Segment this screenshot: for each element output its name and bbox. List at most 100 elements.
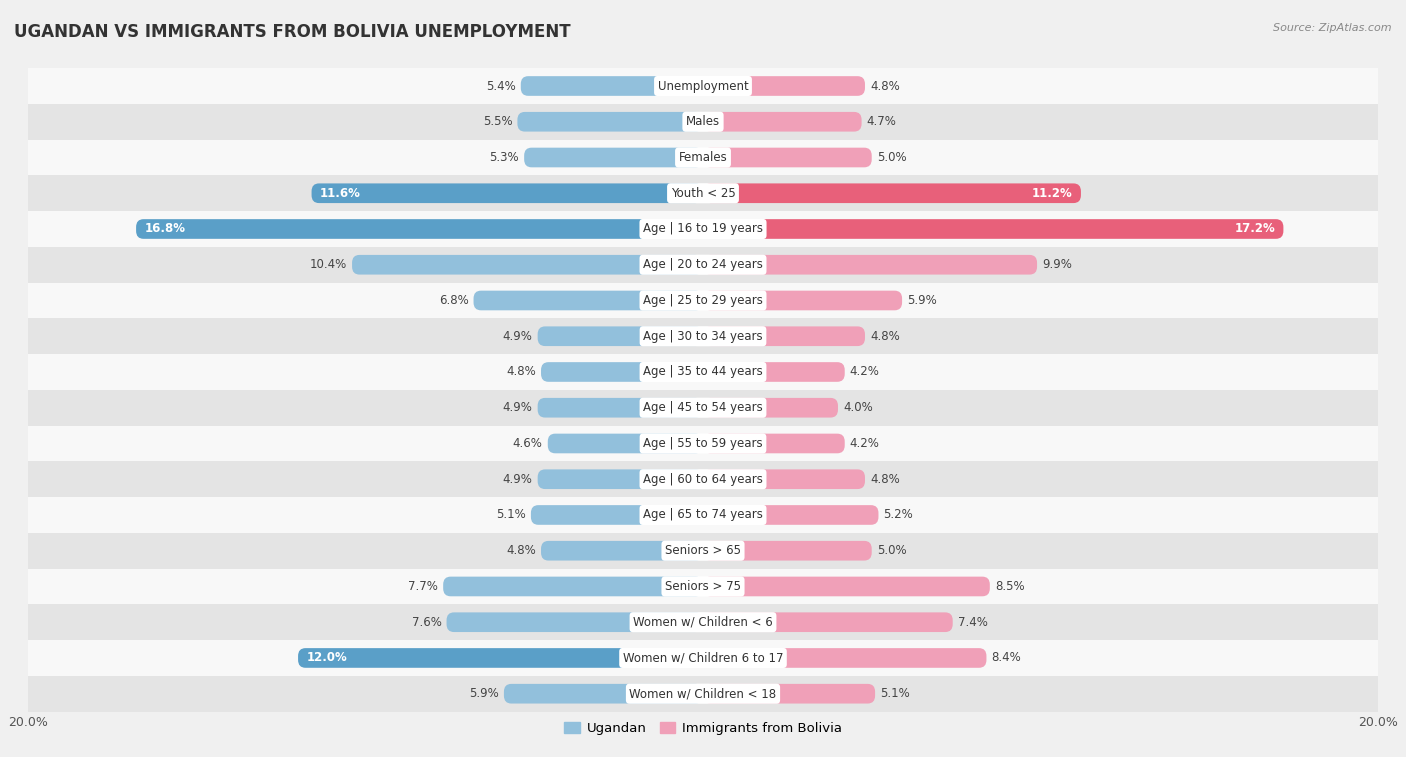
Text: 8.5%: 8.5% — [995, 580, 1025, 593]
Text: 5.0%: 5.0% — [877, 151, 907, 164]
FancyBboxPatch shape — [703, 76, 865, 96]
FancyBboxPatch shape — [541, 541, 703, 560]
Text: Youth < 25: Youth < 25 — [671, 187, 735, 200]
Text: 4.8%: 4.8% — [506, 544, 536, 557]
FancyBboxPatch shape — [524, 148, 703, 167]
Text: 5.4%: 5.4% — [486, 79, 516, 92]
Text: 11.2%: 11.2% — [1032, 187, 1073, 200]
Text: Seniors > 65: Seniors > 65 — [665, 544, 741, 557]
Text: 4.8%: 4.8% — [506, 366, 536, 378]
Text: 5.3%: 5.3% — [489, 151, 519, 164]
Text: 5.5%: 5.5% — [482, 115, 512, 128]
Text: 10.4%: 10.4% — [309, 258, 347, 271]
Bar — [28, 139, 1378, 176]
Bar — [28, 569, 1378, 604]
FancyBboxPatch shape — [531, 505, 703, 525]
FancyBboxPatch shape — [703, 648, 987, 668]
Text: 4.9%: 4.9% — [503, 472, 533, 486]
Text: 5.2%: 5.2% — [883, 509, 914, 522]
FancyBboxPatch shape — [520, 76, 703, 96]
Text: Seniors > 75: Seniors > 75 — [665, 580, 741, 593]
Text: 5.1%: 5.1% — [496, 509, 526, 522]
FancyBboxPatch shape — [298, 648, 703, 668]
FancyBboxPatch shape — [703, 148, 872, 167]
FancyBboxPatch shape — [703, 220, 1284, 238]
Bar — [28, 319, 1378, 354]
Text: 5.9%: 5.9% — [470, 687, 499, 700]
Text: 8.4%: 8.4% — [991, 652, 1021, 665]
Text: Age | 65 to 74 years: Age | 65 to 74 years — [643, 509, 763, 522]
Bar — [28, 176, 1378, 211]
Text: 5.1%: 5.1% — [880, 687, 910, 700]
Text: 4.2%: 4.2% — [849, 437, 880, 450]
FancyBboxPatch shape — [703, 291, 903, 310]
Text: 7.7%: 7.7% — [408, 580, 439, 593]
Text: 7.4%: 7.4% — [957, 615, 987, 629]
Text: Age | 55 to 59 years: Age | 55 to 59 years — [643, 437, 763, 450]
Bar — [28, 604, 1378, 640]
FancyBboxPatch shape — [703, 469, 865, 489]
Text: UGANDAN VS IMMIGRANTS FROM BOLIVIA UNEMPLOYMENT: UGANDAN VS IMMIGRANTS FROM BOLIVIA UNEMP… — [14, 23, 571, 41]
FancyBboxPatch shape — [548, 434, 703, 453]
Text: 5.9%: 5.9% — [907, 294, 936, 307]
FancyBboxPatch shape — [703, 362, 845, 382]
FancyBboxPatch shape — [703, 541, 872, 560]
FancyBboxPatch shape — [447, 612, 703, 632]
Text: Age | 45 to 54 years: Age | 45 to 54 years — [643, 401, 763, 414]
FancyBboxPatch shape — [136, 220, 703, 238]
Bar — [28, 390, 1378, 425]
FancyBboxPatch shape — [703, 255, 1038, 275]
FancyBboxPatch shape — [537, 469, 703, 489]
Text: Age | 30 to 34 years: Age | 30 to 34 years — [643, 330, 763, 343]
Legend: Ugandan, Immigrants from Bolivia: Ugandan, Immigrants from Bolivia — [558, 716, 848, 740]
Text: 4.6%: 4.6% — [513, 437, 543, 450]
Text: Unemployment: Unemployment — [658, 79, 748, 92]
Text: 17.2%: 17.2% — [1234, 223, 1275, 235]
Text: 16.8%: 16.8% — [145, 223, 186, 235]
Text: 4.7%: 4.7% — [866, 115, 897, 128]
Text: Age | 60 to 64 years: Age | 60 to 64 years — [643, 472, 763, 486]
FancyBboxPatch shape — [703, 183, 1081, 203]
FancyBboxPatch shape — [703, 684, 875, 703]
Text: Age | 25 to 29 years: Age | 25 to 29 years — [643, 294, 763, 307]
Text: Women w/ Children < 18: Women w/ Children < 18 — [630, 687, 776, 700]
FancyBboxPatch shape — [503, 684, 703, 703]
Text: Women w/ Children < 6: Women w/ Children < 6 — [633, 615, 773, 629]
Text: 7.6%: 7.6% — [412, 615, 441, 629]
Text: 6.8%: 6.8% — [439, 294, 468, 307]
Bar — [28, 68, 1378, 104]
Text: Females: Females — [679, 151, 727, 164]
FancyBboxPatch shape — [703, 112, 862, 132]
Text: 4.9%: 4.9% — [503, 330, 533, 343]
FancyBboxPatch shape — [703, 326, 865, 346]
Text: 11.6%: 11.6% — [321, 187, 361, 200]
Text: 4.0%: 4.0% — [844, 401, 873, 414]
Bar — [28, 533, 1378, 569]
Text: 4.9%: 4.9% — [503, 401, 533, 414]
Bar — [28, 282, 1378, 319]
Text: Age | 16 to 19 years: Age | 16 to 19 years — [643, 223, 763, 235]
Bar — [28, 104, 1378, 139]
FancyBboxPatch shape — [352, 255, 703, 275]
Bar — [28, 354, 1378, 390]
FancyBboxPatch shape — [537, 326, 703, 346]
Bar — [28, 676, 1378, 712]
FancyBboxPatch shape — [541, 362, 703, 382]
Text: 4.8%: 4.8% — [870, 79, 900, 92]
Text: Women w/ Children 6 to 17: Women w/ Children 6 to 17 — [623, 652, 783, 665]
FancyBboxPatch shape — [703, 434, 845, 453]
Bar — [28, 211, 1378, 247]
FancyBboxPatch shape — [703, 398, 838, 418]
Text: 4.2%: 4.2% — [849, 366, 880, 378]
FancyBboxPatch shape — [703, 505, 879, 525]
Text: 9.9%: 9.9% — [1042, 258, 1071, 271]
Text: Source: ZipAtlas.com: Source: ZipAtlas.com — [1274, 23, 1392, 33]
Text: 5.0%: 5.0% — [877, 544, 907, 557]
FancyBboxPatch shape — [312, 183, 703, 203]
Bar — [28, 640, 1378, 676]
Text: Age | 35 to 44 years: Age | 35 to 44 years — [643, 366, 763, 378]
Bar — [28, 247, 1378, 282]
FancyBboxPatch shape — [703, 577, 990, 597]
FancyBboxPatch shape — [537, 398, 703, 418]
FancyBboxPatch shape — [474, 291, 703, 310]
